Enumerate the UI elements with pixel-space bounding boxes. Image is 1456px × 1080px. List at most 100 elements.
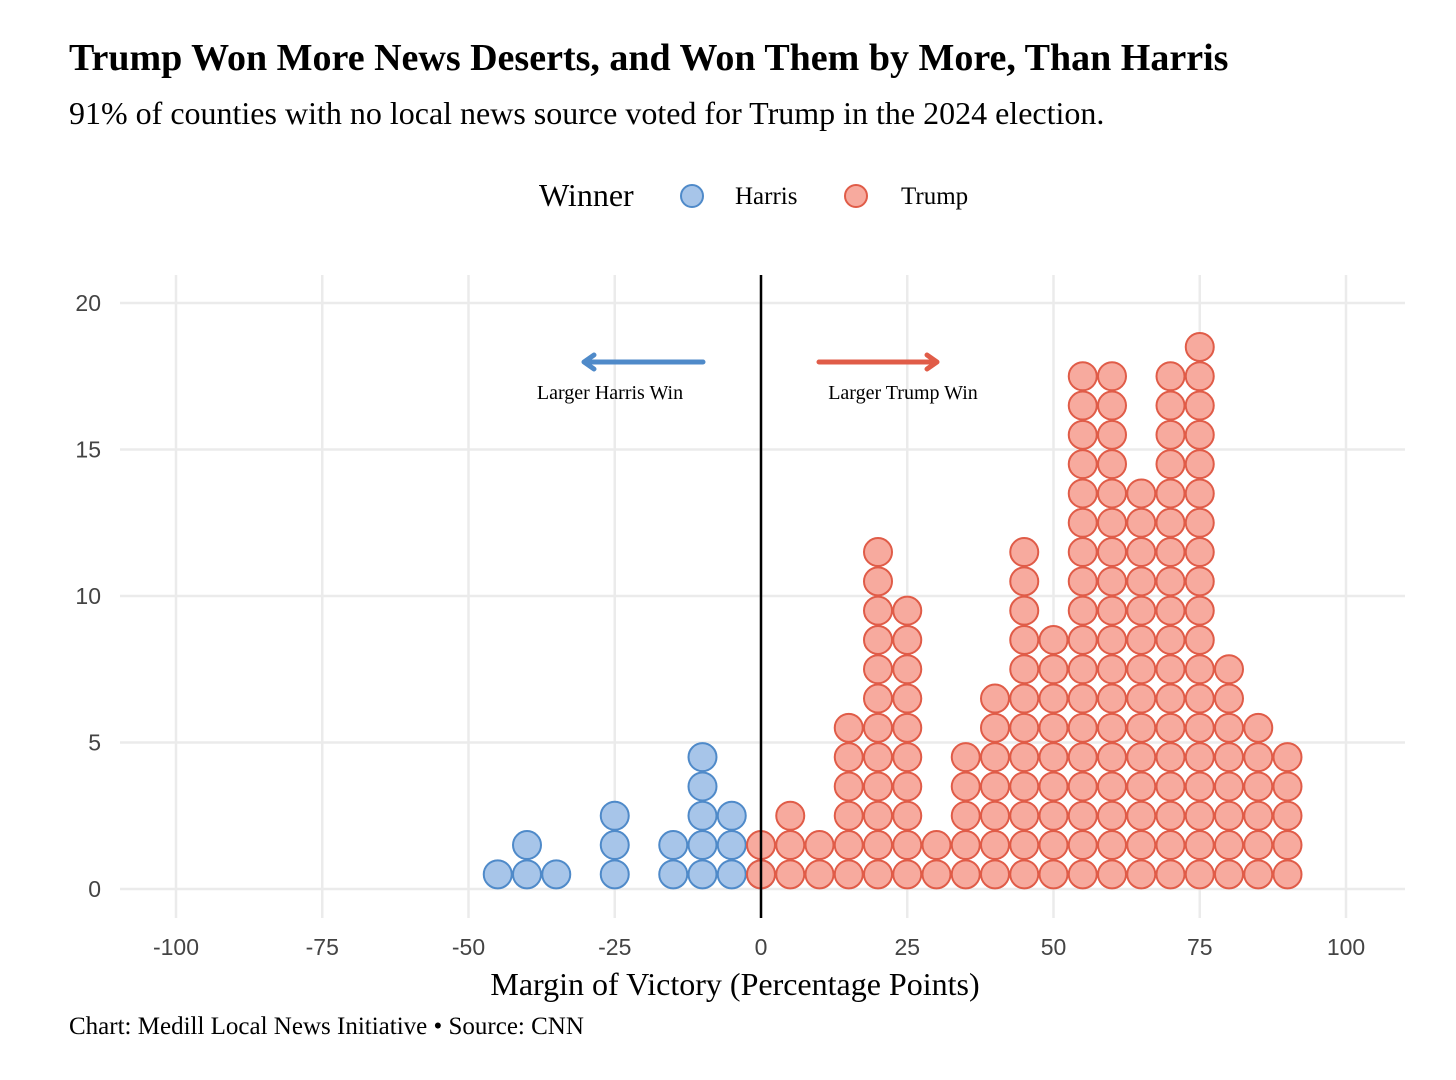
x-tick-label: 75 bbox=[1187, 934, 1213, 960]
trump-county-dot bbox=[833, 742, 864, 773]
trump-county-dot bbox=[1126, 683, 1157, 714]
trump-county-dot bbox=[1184, 361, 1215, 392]
trump-county-dot bbox=[980, 800, 1010, 831]
trump-county-dot bbox=[1126, 742, 1157, 773]
harris-county-dot bbox=[687, 859, 718, 890]
harris-county-dot bbox=[658, 859, 689, 890]
trump-county-dot bbox=[1184, 654, 1215, 685]
trump-county-dot bbox=[892, 830, 923, 861]
trump-county-dot bbox=[863, 683, 893, 714]
trump-arrow-icon bbox=[816, 352, 940, 372]
trump-county-dot bbox=[1214, 683, 1244, 714]
x-axis-title: Margin of Victory (Percentage Points) bbox=[490, 966, 979, 1002]
trump-county-dot bbox=[1155, 859, 1186, 890]
trump-county-dot bbox=[1214, 654, 1244, 685]
trump-county-dot bbox=[1184, 449, 1215, 480]
trump-county-dot bbox=[1009, 742, 1040, 773]
trump-county-dot bbox=[1155, 712, 1186, 743]
trump-county-dot bbox=[1184, 478, 1215, 509]
trump-county-dot bbox=[1184, 331, 1215, 362]
trump-arrow-label: Larger Trump Win bbox=[828, 382, 978, 404]
trump-county-dot bbox=[980, 771, 1010, 802]
trump-county-dot bbox=[1243, 859, 1274, 890]
trump-county-dot bbox=[1184, 683, 1215, 714]
trump-county-dot bbox=[1009, 654, 1040, 685]
trump-county-dot bbox=[1038, 830, 1069, 861]
trump-county-dot bbox=[1009, 712, 1040, 743]
trump-county-dot bbox=[1067, 595, 1098, 626]
harris-county-dot bbox=[687, 830, 718, 861]
harris-county-dot bbox=[687, 800, 718, 831]
trump-county-dot bbox=[1184, 712, 1215, 743]
y-tick-label: 20 bbox=[75, 290, 101, 316]
trump-county-dot bbox=[1184, 800, 1215, 831]
trump-county-dot bbox=[950, 771, 981, 802]
y-tick-label: 15 bbox=[75, 437, 101, 463]
trump-county-dot bbox=[1184, 624, 1215, 655]
trump-county-dot bbox=[1097, 624, 1127, 655]
trump-county-dot bbox=[1097, 830, 1127, 861]
trump-county-dot bbox=[1272, 742, 1303, 773]
x-tick-label: 0 bbox=[755, 934, 768, 960]
trump-county-dot bbox=[950, 742, 981, 773]
trump-county-dot bbox=[1067, 830, 1098, 861]
trump-county-dot bbox=[1038, 654, 1069, 685]
trump-county-dot bbox=[980, 859, 1010, 890]
trump-county-dot bbox=[1214, 742, 1244, 773]
y-tick-label: 0 bbox=[88, 876, 101, 902]
trump-county-dot bbox=[1184, 566, 1215, 597]
x-tick-label: 100 bbox=[1327, 934, 1365, 960]
trump-county-dot bbox=[892, 742, 923, 773]
trump-county-dot bbox=[1038, 624, 1069, 655]
trump-county-dot bbox=[1243, 771, 1274, 802]
trump-county-dot bbox=[1067, 712, 1098, 743]
trump-county-dot bbox=[1126, 507, 1157, 538]
trump-county-dot bbox=[1126, 712, 1157, 743]
trump-county-dot bbox=[1097, 595, 1127, 626]
x-tick-label: -100 bbox=[153, 934, 199, 960]
trump-county-dot bbox=[1097, 683, 1127, 714]
trump-county-dot bbox=[1009, 566, 1040, 597]
harris-county-dot bbox=[599, 830, 630, 861]
legend-harris-dot bbox=[680, 184, 704, 208]
trump-county-dot bbox=[1067, 654, 1098, 685]
trump-county-dot bbox=[1067, 683, 1098, 714]
chart-caption: Chart: Medill Local News Initiative • So… bbox=[69, 1013, 584, 1040]
trump-county-dot bbox=[1214, 830, 1244, 861]
trump-county-dot bbox=[1097, 537, 1127, 568]
y-tick-label: 10 bbox=[75, 583, 101, 609]
harris-county-dot bbox=[716, 800, 747, 831]
trump-county-dot bbox=[921, 830, 952, 861]
harris-county-dot bbox=[512, 859, 542, 890]
harris-county-dot bbox=[599, 800, 630, 831]
trump-county-dot bbox=[1097, 800, 1127, 831]
trump-county-dot bbox=[1155, 419, 1186, 450]
legend-harris-label: Harris bbox=[735, 183, 797, 210]
trump-county-dot bbox=[1272, 800, 1303, 831]
trump-county-dot bbox=[833, 712, 864, 743]
harris-county-dot bbox=[687, 771, 718, 802]
trump-county-dot bbox=[863, 624, 893, 655]
trump-county-dot bbox=[1184, 537, 1215, 568]
trump-county-dot bbox=[892, 771, 923, 802]
trump-county-dot bbox=[833, 771, 864, 802]
legend-trump-label: Trump bbox=[901, 183, 968, 210]
trump-county-dot bbox=[863, 537, 893, 568]
trump-county-dot bbox=[1097, 566, 1127, 597]
x-tick-label: -50 bbox=[452, 934, 485, 960]
trump-county-dot bbox=[1067, 566, 1098, 597]
trump-county-dot bbox=[1272, 830, 1303, 861]
trump-county-dot bbox=[1097, 507, 1127, 538]
trump-county-dot bbox=[1155, 742, 1186, 773]
trump-county-dot bbox=[1038, 742, 1069, 773]
trump-county-dot bbox=[863, 595, 893, 626]
trump-county-dot bbox=[1184, 595, 1215, 626]
trump-county-dot bbox=[980, 742, 1010, 773]
trump-county-dot bbox=[1009, 595, 1040, 626]
trump-county-dot bbox=[775, 859, 806, 890]
dot-layer bbox=[482, 331, 1303, 890]
x-tick-label: -75 bbox=[306, 934, 339, 960]
trump-county-dot bbox=[1067, 742, 1098, 773]
trump-county-dot bbox=[863, 800, 893, 831]
